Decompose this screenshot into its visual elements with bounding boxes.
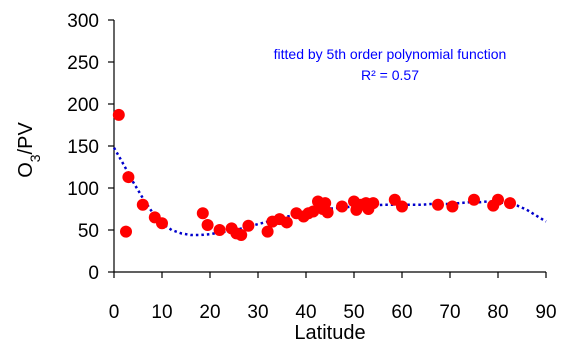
- data-point: [242, 219, 255, 232]
- data-point: [120, 225, 132, 238]
- x-tick-label: 0: [109, 302, 120, 323]
- y-ticks: 0 50 100 150 200 250 300: [67, 11, 114, 284]
- data-point: [307, 205, 320, 218]
- y-axis-title-main: O: [15, 162, 37, 178]
- data-point: [432, 198, 444, 211]
- x-tick-label: 70: [439, 302, 460, 323]
- polynomial-fit-line: [112, 147, 547, 237]
- y-tick-label: 200: [67, 95, 99, 116]
- y-axis-title-subscript: 3: [27, 154, 43, 162]
- data-point: [201, 218, 214, 231]
- fit-annotation-line1: fitted by 5th order polynomial function: [274, 46, 507, 62]
- data-point: [156, 217, 168, 230]
- x-tick-label: 30: [247, 302, 268, 323]
- x-tick-label: 80: [487, 302, 508, 323]
- data-point: [504, 197, 516, 210]
- x-tick-label: 60: [391, 302, 412, 323]
- data-points: [112, 108, 516, 242]
- y-tick-label: 150: [67, 137, 99, 158]
- data-point: [367, 197, 380, 210]
- y-axis-title: O3/PV: [15, 122, 43, 178]
- y-axis-title-rest: /PV: [15, 122, 37, 155]
- x-tick-label: 10: [151, 302, 172, 323]
- data-point: [196, 207, 209, 220]
- data-point: [492, 193, 504, 206]
- data-point: [446, 200, 459, 213]
- y-tick-label: 0: [88, 263, 99, 284]
- x-tick-label: 20: [199, 302, 220, 323]
- data-point: [396, 200, 408, 213]
- data-point: [112, 108, 125, 121]
- y-tick-label: 300: [67, 11, 99, 32]
- x-tick-label: 40: [295, 302, 316, 323]
- data-point: [336, 200, 348, 213]
- x-tick-label: 90: [535, 302, 556, 323]
- data-point: [468, 193, 480, 206]
- x-tick-label: 50: [343, 302, 364, 323]
- data-point: [235, 229, 248, 242]
- y-tick-label: 50: [78, 221, 99, 242]
- data-point: [136, 198, 149, 211]
- data-point: [213, 224, 226, 236]
- fit-annotation-r2: R² = 0.57: [361, 67, 419, 83]
- x-axis-title: Latitude: [294, 322, 365, 344]
- data-point: [122, 171, 135, 184]
- data-point: [319, 197, 332, 210]
- y-tick-label: 250: [67, 53, 99, 74]
- data-point: [280, 216, 293, 229]
- data-point: [261, 225, 274, 238]
- y-tick-label: 100: [67, 179, 99, 200]
- x-ticks: 0 10 20 30 40 50 60 70 80 90: [109, 272, 557, 323]
- data-point: [321, 206, 334, 219]
